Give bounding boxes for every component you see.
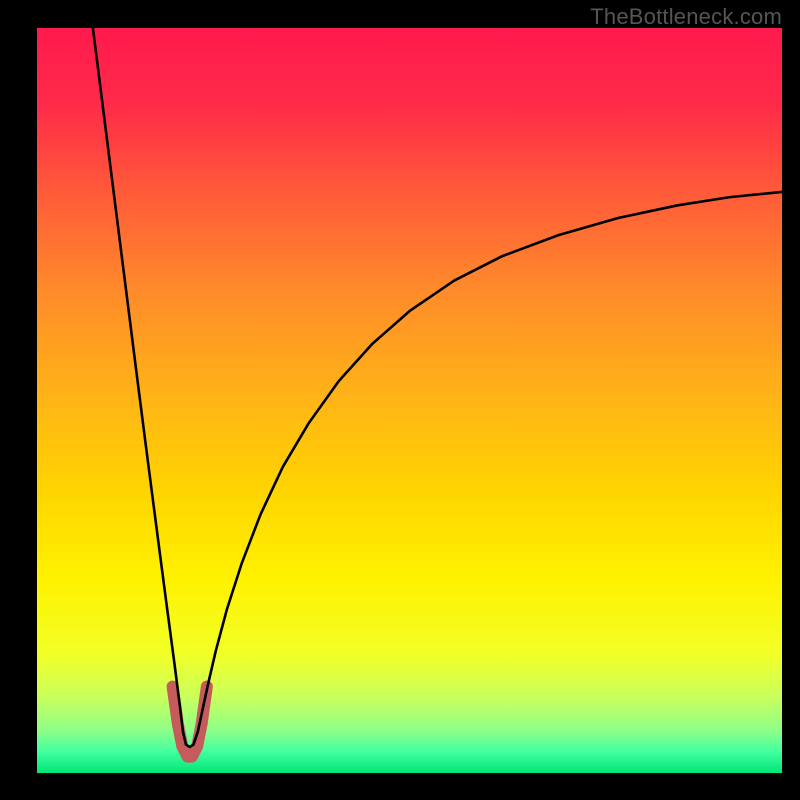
chart-container: { "watermark": { "text": "TheBottleneck.… [0, 0, 800, 800]
watermark-text: TheBottleneck.com [590, 4, 782, 30]
bottleneck-chart [0, 0, 800, 800]
gradient-background [37, 28, 782, 773]
